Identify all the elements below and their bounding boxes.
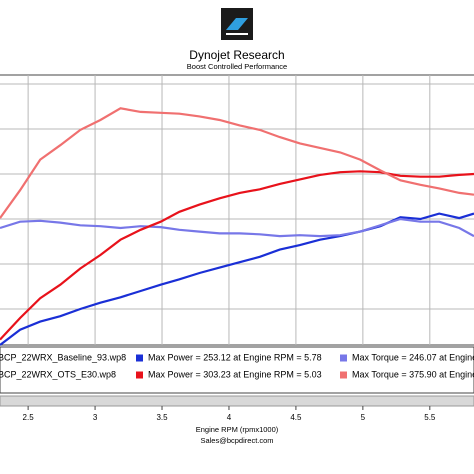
x-tick-label: 5.5: [424, 413, 436, 422]
line-series: [0, 217, 474, 238]
run-name: BCP_22WRX_OTS_E30.wp8: [0, 369, 116, 379]
legend-label: Max Power = 303.23 at Engine RPM = 5.03: [148, 369, 322, 379]
x-axis-label: Engine RPM (rpmx1000): [196, 425, 279, 434]
line-series: [0, 107, 474, 219]
x-tick-label: 3: [93, 413, 98, 422]
x-tick-label: 2.5: [23, 413, 35, 422]
line-series: [0, 212, 474, 346]
footer: Sales@bcpdirect.com: [200, 436, 273, 445]
x-tick-label: 5: [361, 413, 366, 422]
legend-swatch: [136, 371, 143, 379]
legend-swatch: [340, 371, 347, 379]
line-series: [0, 170, 474, 341]
legend-swatch: [340, 354, 347, 362]
scroll-bar: [0, 395, 474, 407]
legend-box: [0, 346, 474, 394]
legend-swatch: [136, 354, 143, 362]
legend-label: Max Torque = 246.07 at Engine: [352, 352, 474, 362]
x-tick-label: 3.5: [156, 413, 168, 422]
logo-bar: [226, 33, 248, 35]
title: Dynojet Research: [189, 48, 284, 62]
legend-label: Max Torque = 375.90 at Engine: [352, 369, 474, 379]
run-name: BCP_22WRX_Baseline_93.wp8: [0, 352, 126, 362]
x-tick-label: 4.5: [290, 413, 302, 422]
subtitle: Boost Controlled Performance: [187, 62, 287, 71]
logo-mark: [226, 18, 248, 30]
x-tick-label: 4: [227, 413, 232, 422]
legend-label: Max Power = 253.12 at Engine RPM = 5.78: [148, 352, 322, 362]
